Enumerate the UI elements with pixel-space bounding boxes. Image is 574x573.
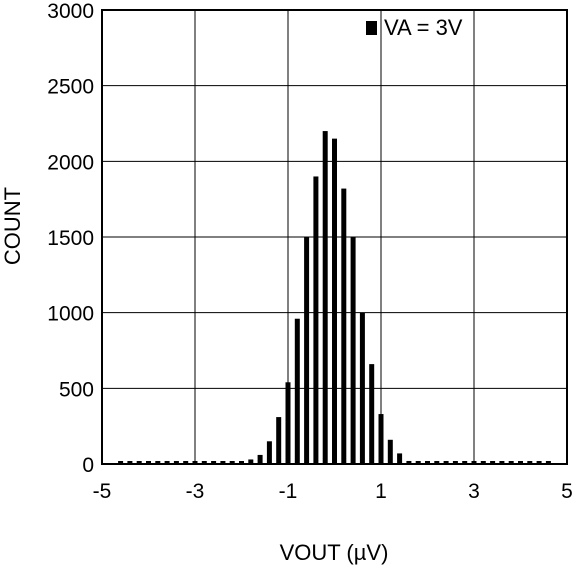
histogram-bar (350, 237, 356, 464)
x-axis-label: VOUT (µV) (280, 540, 389, 565)
histogram-bar (480, 461, 486, 464)
y-tick-label: 2500 (47, 76, 94, 99)
histogram-bar (285, 382, 291, 464)
legend-marker (366, 21, 377, 35)
x-tick-label: 1 (375, 480, 387, 503)
histogram-bar (545, 461, 551, 464)
histogram-bar (452, 461, 458, 464)
histogram-bar (378, 414, 384, 464)
x-tick-label: 5 (561, 480, 573, 503)
plot-frame (101, 9, 568, 465)
grid-lines (102, 10, 567, 464)
histogram-bar (425, 461, 430, 464)
histogram-bar (490, 461, 496, 464)
y-tick-label: 500 (59, 378, 94, 401)
histogram-bar (276, 417, 282, 464)
histogram-bar (332, 138, 337, 464)
histogram-bar (499, 461, 505, 464)
histogram-bar (201, 461, 207, 464)
histogram-bar (155, 461, 161, 464)
histogram-bar (536, 461, 542, 464)
y-axis-label: COUNT (0, 187, 25, 265)
histogram-bar (192, 461, 198, 464)
histogram-bar (397, 453, 403, 464)
y-tick-label: 1500 (47, 227, 94, 250)
histogram-bar (173, 461, 179, 464)
histogram-bar (443, 461, 449, 464)
histogram-bar (322, 131, 328, 465)
y-tick-label: 2000 (47, 151, 94, 174)
histogram-bar (220, 461, 226, 464)
histogram-bar (508, 461, 514, 464)
x-tick-label: -5 (93, 480, 112, 503)
histogram-bar (369, 364, 375, 464)
histogram-bar (239, 461, 244, 464)
legend-label: VA = 3V (384, 15, 463, 40)
histogram-bar (527, 461, 533, 464)
histogram-bar (313, 176, 319, 464)
histogram-bar (211, 461, 217, 464)
x-tick-label: -3 (186, 480, 205, 503)
histogram-bar (462, 461, 468, 464)
histogram-bar (294, 318, 300, 464)
histogram-bar (229, 461, 235, 464)
x-tick-label: 3 (468, 480, 480, 503)
histogram-bar (387, 439, 393, 464)
histogram-bar (518, 461, 523, 464)
y-tick-label: 1000 (47, 303, 94, 326)
y-tick-label: 3000 (47, 0, 94, 23)
histogram-bar (406, 460, 412, 464)
histogram-bar (164, 461, 170, 464)
x-tick-labels: -5 -3 -1 1 3 5 (93, 480, 573, 503)
histogram-bar (434, 461, 440, 464)
histogram-bar (127, 461, 133, 464)
histogram-bar (266, 441, 272, 464)
histogram-bar (359, 312, 365, 464)
histogram-bar (415, 461, 421, 464)
histogram-bar (471, 461, 477, 464)
bars (118, 131, 551, 465)
histogram-bar (248, 459, 254, 464)
histogram-bar (136, 461, 142, 464)
histogram-bar (118, 461, 124, 464)
histogram-bar (183, 461, 189, 464)
x-tick-label: -1 (279, 480, 298, 503)
histogram-bar (257, 454, 263, 464)
histogram-bar (341, 188, 347, 464)
histogram-bar (304, 237, 310, 464)
y-tick-labels: 0 500 1000 1500 2000 2500 3000 (47, 0, 94, 477)
y-tick-label: 0 (82, 454, 94, 477)
histogram-bar (146, 461, 151, 464)
legend: VA = 3V (366, 15, 463, 40)
